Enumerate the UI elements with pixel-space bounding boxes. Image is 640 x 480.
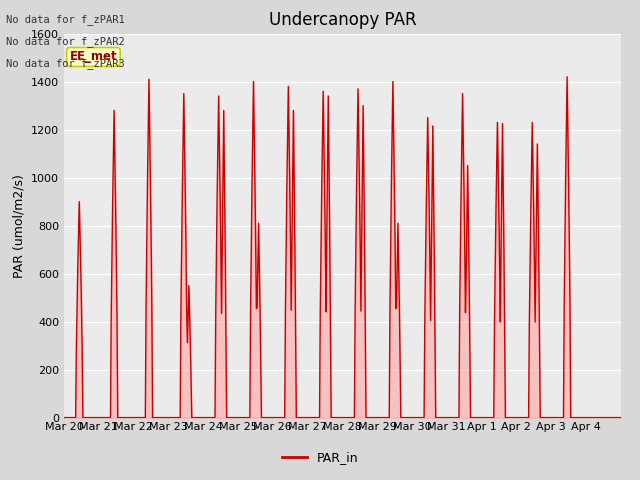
Title: Undercanopy PAR: Undercanopy PAR [269,11,416,29]
Text: EE_met: EE_met [70,50,117,63]
Text: No data for f_zPAR3: No data for f_zPAR3 [6,58,125,69]
Text: No data for f_zPAR2: No data for f_zPAR2 [6,36,125,47]
Legend: PAR_in: PAR_in [276,446,364,469]
Text: No data for f_zPAR1: No data for f_zPAR1 [6,14,125,25]
Y-axis label: PAR (umol/m2/s): PAR (umol/m2/s) [12,174,26,277]
